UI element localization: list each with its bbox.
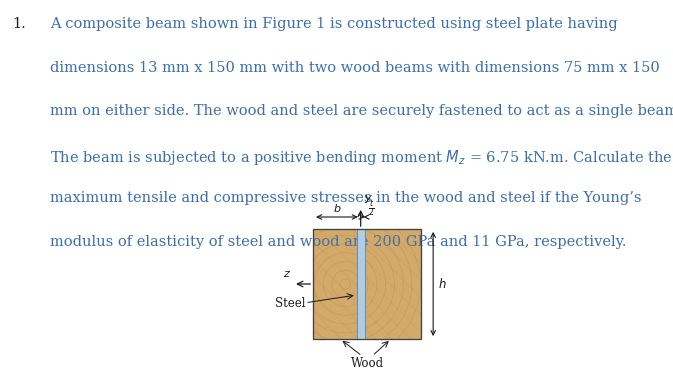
Text: 1.: 1. xyxy=(12,17,26,31)
Bar xyxy=(313,229,421,339)
Text: $y$: $y$ xyxy=(363,193,373,205)
Text: The beam is subjected to a positive bending moment $M_z$ = 6.75 kN.m. Calculate : The beam is subjected to a positive bend… xyxy=(50,148,673,167)
Text: Steel: Steel xyxy=(275,297,306,310)
Text: mm on either side. The wood and steel are securely fastened to act as a single b: mm on either side. The wood and steel ar… xyxy=(50,104,673,118)
Text: dimensions 13 mm x 150 mm with two wood beams with dimensions 75 mm x 150: dimensions 13 mm x 150 mm with two wood … xyxy=(50,61,660,75)
Text: Wood: Wood xyxy=(351,357,384,370)
Text: $\frac{t}{2}$: $\frac{t}{2}$ xyxy=(367,199,375,219)
Bar xyxy=(313,229,421,339)
Text: modulus of elasticity of steel and wood are 200 GPa and 11 GPa, respectively.: modulus of elasticity of steel and wood … xyxy=(50,235,627,249)
Bar xyxy=(357,229,365,339)
Text: $b$: $b$ xyxy=(332,202,341,214)
Text: $z$: $z$ xyxy=(283,269,291,279)
Text: A composite beam shown in Figure 1 is constructed using steel plate having: A composite beam shown in Figure 1 is co… xyxy=(50,17,618,31)
Text: maximum tensile and compressive stresses in the wood and steel if the Young’s: maximum tensile and compressive stresses… xyxy=(50,191,642,205)
Text: $h$: $h$ xyxy=(438,277,447,291)
